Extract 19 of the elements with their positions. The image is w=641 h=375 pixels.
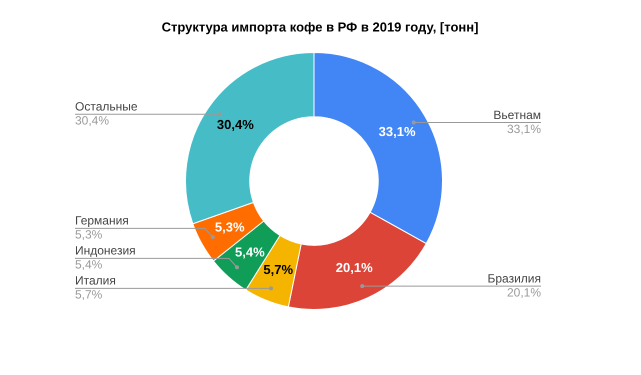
data-label: 5,3%: [214, 219, 245, 234]
slice-label: Остальные: [75, 100, 138, 114]
slice-label: Вьетнам: [493, 108, 541, 122]
text: 33,1%: [506, 122, 541, 136]
data-label: 5,4%: [234, 244, 266, 260]
chart-title: Структура импорта кофе в РФ в 2019 году, [тонн]: [162, 20, 478, 35]
text: 5,7%: [75, 288, 102, 302]
data-label: 20,1%: [336, 260, 374, 276]
slice-label: Бразилия: [488, 271, 541, 286]
text: 5,4%: [75, 258, 102, 272]
data-label: 33,1%: [378, 124, 416, 139]
slice-label: Италия: [75, 274, 116, 288]
text: 30,4%: [75, 114, 110, 128]
text: 5,3%: [75, 228, 102, 242]
text: 20,1%: [506, 285, 541, 300]
slice-label: Германия: [75, 214, 129, 228]
slice-label: Индонезия: [75, 244, 136, 258]
data-label: 30,4%: [216, 116, 254, 132]
data-label: 5,7%: [263, 262, 294, 278]
